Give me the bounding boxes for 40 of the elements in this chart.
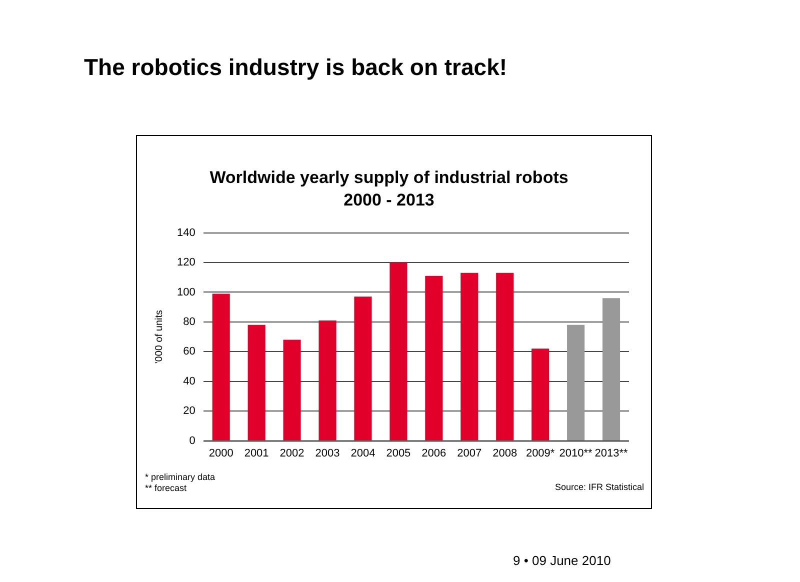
bar xyxy=(567,324,585,440)
y-tick-label: 140 xyxy=(176,226,196,239)
bar xyxy=(460,272,478,440)
x-tick-label: 2009* xyxy=(526,447,556,460)
y-tick-label: 40 xyxy=(183,375,196,388)
x-tick-label: 2008 xyxy=(492,447,518,460)
bar xyxy=(496,272,514,440)
bar xyxy=(532,348,550,440)
text: The robotics industry is back on track! xyxy=(84,54,508,81)
x-tick-label: 2013** xyxy=(594,447,628,460)
y-tick-label: 120 xyxy=(176,256,196,269)
x-tick-label: 2010** xyxy=(559,447,594,460)
bar xyxy=(212,294,230,440)
x-tick-label: 2000 xyxy=(208,447,234,460)
y-tick-label: 0 xyxy=(189,434,196,447)
bar xyxy=(425,276,443,440)
bar xyxy=(283,340,301,440)
x-tick-label: 2001 xyxy=(244,447,269,460)
text: 9 • 09 June 2010 xyxy=(513,553,611,568)
bar xyxy=(354,296,372,440)
y-tick-label: 80 xyxy=(183,316,196,328)
chart-title: Worldwide yearly supply of industrial robots xyxy=(210,168,568,187)
text: * preliminary data xyxy=(145,472,216,482)
x-tick-label: 2007 xyxy=(457,447,482,460)
chart-subtitle: 2000 - 2013 xyxy=(344,190,434,210)
bar xyxy=(318,320,336,440)
x-tick-label: 2004 xyxy=(350,447,376,460)
x-tick-label: 2002 xyxy=(280,447,304,460)
x-tick-label: 2005 xyxy=(386,447,411,460)
bar xyxy=(248,324,266,440)
source-note: Source: IFR Statistical xyxy=(555,482,644,492)
y-tick-label: 60 xyxy=(183,346,196,358)
x-tick-label: 2006 xyxy=(422,447,446,460)
bar xyxy=(390,262,408,440)
y-tick-label: 20 xyxy=(183,405,196,418)
bar xyxy=(602,298,620,440)
y-axis-title: '000 of units xyxy=(154,310,165,364)
text: ** forecast xyxy=(145,483,187,493)
y-tick-label: 100 xyxy=(176,286,196,298)
x-tick-label: 2003 xyxy=(315,447,340,460)
